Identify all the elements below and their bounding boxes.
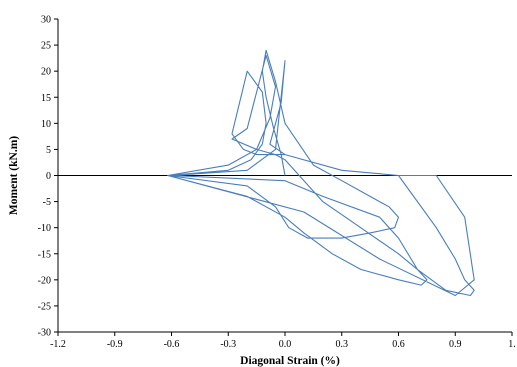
- x-tick-label: 1.: [508, 339, 516, 350]
- y-tick-label: -30: [38, 328, 51, 339]
- x-axis-title: Diagonal Strain (%): [240, 355, 340, 367]
- y-tick-label: -15: [38, 249, 51, 260]
- x-tick-label: -0.6: [164, 339, 180, 350]
- y-tick-label: -5: [43, 197, 51, 208]
- x-tick-label: 0.9: [449, 339, 462, 350]
- x-tick-label: -0.3: [220, 339, 236, 350]
- y-tick-label: -10: [38, 223, 51, 234]
- series-line: [168, 50, 475, 295]
- y-tick-label: -25: [38, 301, 51, 312]
- y-axis-title: Moment (kN.m): [8, 136, 20, 215]
- y-tick-label: 0: [46, 171, 51, 182]
- x-tick-label: 0.3: [336, 339, 349, 350]
- plot-area: [168, 50, 475, 295]
- y-tick-label: 25: [41, 41, 51, 52]
- tick-labels: -30 -25 -20 -15 -10 -5 0 5 10 15 20 25 30 -1.2 -0.9 -0.…: [38, 15, 516, 351]
- y-tick-label: 20: [41, 67, 51, 78]
- x-tick-label: -0.9: [107, 339, 123, 350]
- y-tick-label: 15: [41, 93, 51, 104]
- x-tick-label: 0.6: [392, 339, 405, 350]
- y-tick-label: -20: [38, 275, 51, 286]
- y-tick-label: 30: [41, 15, 51, 26]
- x-tick-label: -1.2: [50, 339, 66, 350]
- y-tick-label: 5: [46, 145, 51, 156]
- x-tick-label: 0.0: [279, 339, 292, 350]
- y-tick-label: 10: [41, 119, 51, 130]
